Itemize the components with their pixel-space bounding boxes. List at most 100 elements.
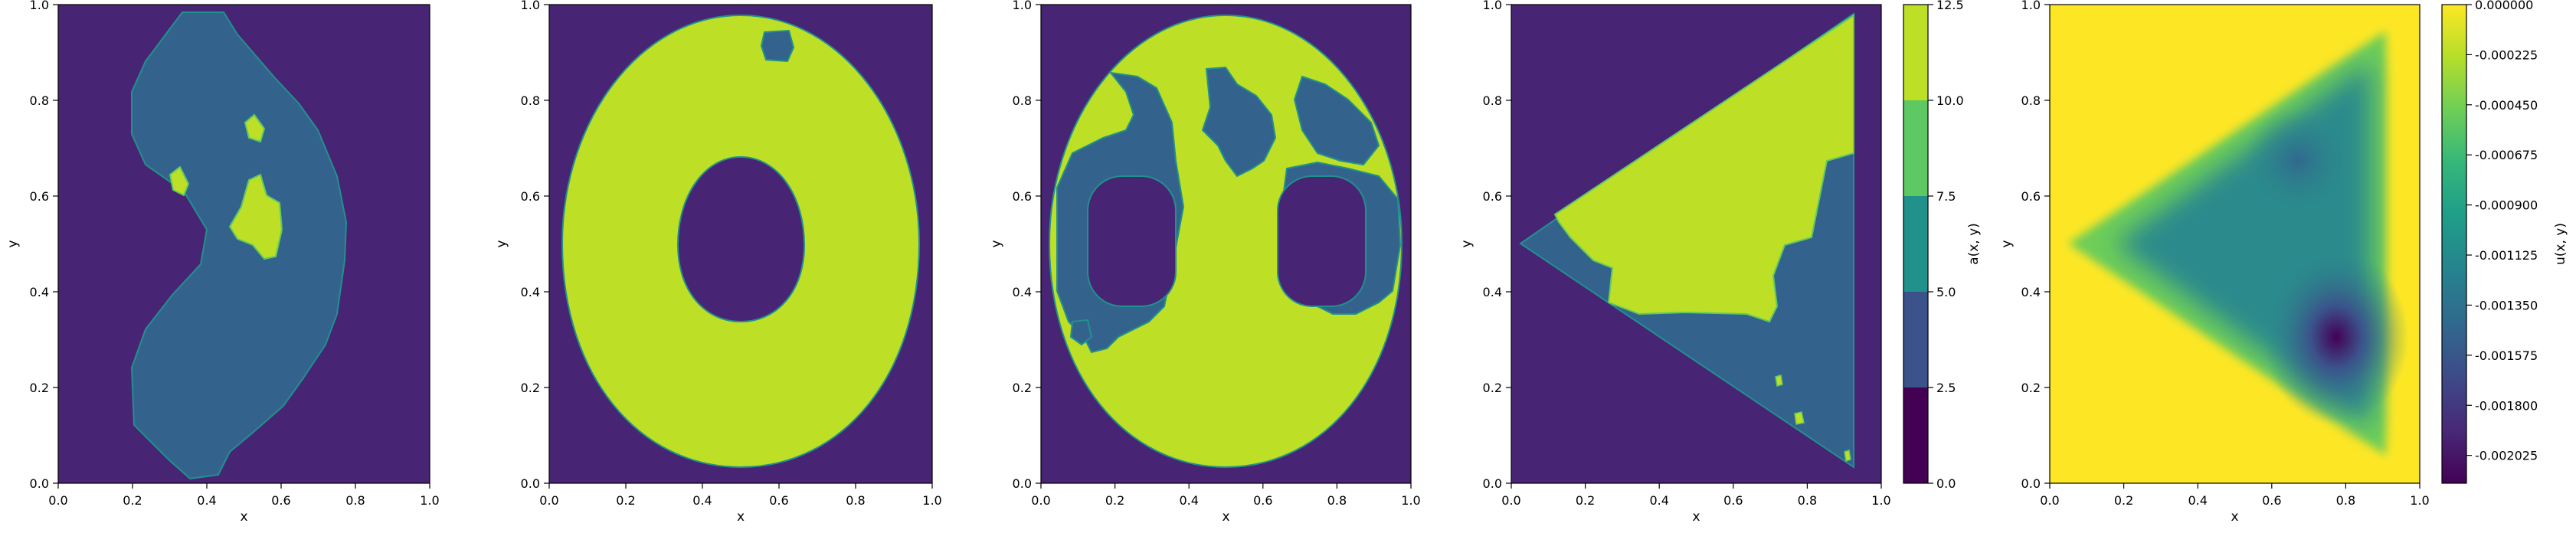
y-tick-label: 0.8 xyxy=(30,93,49,108)
colorbar-u-tick-label: -0.000225 xyxy=(2475,47,2538,62)
crescent-region xyxy=(130,11,348,480)
colorbar-u-tick-label: -0.002025 xyxy=(2475,449,2538,463)
island-3-upper-right xyxy=(1293,75,1380,166)
panel-1: 0.0 0.2 0.4 0.6 0.8 1.0 0.00.20.40.60.81.0 x … xyxy=(5,0,440,525)
y-tick-label: 0.4 xyxy=(1483,285,1502,299)
y-tick-label: 0.2 xyxy=(1483,381,1502,395)
plot-area-5 xyxy=(2050,5,2420,483)
axes-frame-2 xyxy=(548,4,933,484)
y-ticks-3: 0.0 0.2 0.4 0.6 0.8 1.0 xyxy=(1013,0,1041,491)
x-tick-label: 0.6 xyxy=(1253,493,1272,508)
colorbar-a-segment xyxy=(1903,196,1928,292)
y-tick-label: 0.2 xyxy=(1013,381,1032,395)
island-1a xyxy=(244,113,266,143)
solution-secondary xyxy=(2244,107,2352,214)
y-tick-label: 0.0 xyxy=(1013,476,1032,491)
y-tick-label: 0.0 xyxy=(1483,476,1502,491)
y-tick-label: 0.0 xyxy=(30,476,49,491)
panel-4: 0.0 0.2 0.4 0.6 0.8 1.0 0.00.20.40.60.81.0 x … xyxy=(1459,0,1982,525)
colorbar-u-frame xyxy=(2441,4,2467,484)
colorbar-a-tick-label: 7.5 xyxy=(1936,189,1956,204)
x-tick-label: 0.2 xyxy=(1576,493,1595,508)
colorbar-u-tick-label: -0.000900 xyxy=(2475,198,2538,213)
colorbar-u-tick-label: -0.000450 xyxy=(2475,98,2538,113)
y-tick-label: 0.8 xyxy=(2021,93,2041,108)
solution-field xyxy=(2068,31,2409,456)
triangle-island xyxy=(1553,14,1854,323)
axes-frame-4 xyxy=(1511,4,1882,484)
panel-2: 0.0 0.2 0.4 0.6 0.8 1.0 0.00.20.40.60.81.0 x … xyxy=(494,0,942,525)
x-tick-label: 0.8 xyxy=(846,493,865,508)
x-tick-label: 0.2 xyxy=(2114,493,2133,508)
colorbar-a-segment xyxy=(1903,100,1928,196)
y-tick-label: 0.6 xyxy=(2021,189,2041,204)
y-axis-label-3: y xyxy=(989,240,1004,247)
island-3-top xyxy=(1201,66,1277,178)
x-ticks-1: 0.0 0.2 0.4 0.6 0.8 1.0 xyxy=(48,483,440,508)
x-tick-label: 0.6 xyxy=(271,493,290,508)
x-axis-label-2: x xyxy=(737,509,745,525)
colorbar-a-segment xyxy=(1903,292,1928,387)
x-tick-label: 0.4 xyxy=(197,493,216,508)
x-tick-label: 1.0 xyxy=(922,493,941,508)
colorbar-a-frame xyxy=(1903,4,1929,484)
y-tick-label: 0.6 xyxy=(1483,189,1502,204)
y-tick-label: 0.4 xyxy=(30,285,49,299)
colorbar-u-tick-label: -0.001800 xyxy=(2475,398,2538,413)
hole-3-right xyxy=(1277,175,1367,307)
y-axis-label-4: y xyxy=(1459,240,1475,247)
y-tick-label: 0.0 xyxy=(2021,476,2041,491)
colorbar-a-tick-label: 12.5 xyxy=(1936,0,1964,12)
y-ticks-2: 0.0 0.2 0.4 0.6 0.8 1.0 xyxy=(521,0,549,491)
colorbar-u-tick-label: -0.001125 xyxy=(2475,248,2538,263)
y-axis-label-2: y xyxy=(494,240,509,247)
x-ticks-2: 0.0 0.2 0.4 0.6 0.8 1.0 xyxy=(539,483,942,508)
x-tick-label: 0.2 xyxy=(616,493,635,508)
solution-minimum xyxy=(2263,249,2409,425)
x-tick-label: 0.2 xyxy=(123,493,142,508)
colorbar-u-tick-label: 0.000000 xyxy=(2475,0,2533,12)
colorbar-u-tick-label: -0.001350 xyxy=(2475,298,2538,312)
y-tick-label: 0.6 xyxy=(30,189,49,204)
colorbar-a-label: a(x, y) xyxy=(1966,223,1982,265)
y-tick-label: 1.0 xyxy=(521,0,540,12)
colorbar-a-tick-label: 2.5 xyxy=(1936,381,1956,395)
x-tick-label: 0.8 xyxy=(1798,493,1817,508)
x-axis-label-5: x xyxy=(2231,509,2238,525)
x-ticks-5: 0.0 0.2 0.4 0.6 0.8 1.0 xyxy=(2040,483,2430,508)
annulus-region xyxy=(561,14,921,469)
axes-frame-3 xyxy=(1040,4,1412,484)
y-axis-label-1: y xyxy=(5,240,21,247)
y-tick-label: 0.4 xyxy=(1013,285,1032,299)
x-tick-label: 0.4 xyxy=(2188,493,2207,508)
colorbar-u-tick-label: -0.000675 xyxy=(2475,148,2538,162)
x-ticks-3: 0.0 0.2 0.4 0.6 0.8 1.0 xyxy=(1031,483,1421,508)
x-tick-label: 0.0 xyxy=(48,493,67,508)
colorbar-u-gradient xyxy=(2442,5,2466,483)
island-1c xyxy=(228,173,283,260)
colorbar-u-tick-label: -0.001575 xyxy=(2475,348,2538,363)
x-tick-label: 0.8 xyxy=(1327,493,1347,508)
y-tick-label: 0.8 xyxy=(521,93,540,108)
colorbar-a-segments xyxy=(1903,5,1928,483)
plot-area-4 xyxy=(1511,5,1881,483)
x-tick-label: 0.6 xyxy=(1723,493,1743,508)
x-axis-label-3: x xyxy=(1222,509,1229,525)
y-ticks-5: 0.0 0.2 0.4 0.6 0.8 1.0 xyxy=(2021,0,2050,491)
axes-frame-5 xyxy=(2049,4,2421,484)
plot-area-3 xyxy=(1041,5,1411,483)
x-tick-label: 1.0 xyxy=(1401,493,1420,508)
colorbar-a-segment xyxy=(1903,5,1928,100)
x-tick-label: 1.0 xyxy=(1871,493,1890,508)
x-tick-label: 0.6 xyxy=(769,493,788,508)
y-tick-label: 1.0 xyxy=(30,0,49,12)
x-tick-label: 0.0 xyxy=(539,493,558,508)
x-axis-label-4: x xyxy=(1692,509,1700,525)
panel-3: 0.0 0.2 0.4 0.6 0.8 1.0 0.00.20.40.60.81.0 x … xyxy=(989,0,1421,525)
y-tick-label: 0.2 xyxy=(2021,381,2041,395)
x-tick-label: 0.4 xyxy=(1179,493,1198,508)
island-3-small xyxy=(1069,319,1093,346)
y-tick-label: 0.6 xyxy=(521,189,540,204)
panel-5: 0.0 0.2 0.4 0.6 0.8 1.0 0.00.20.40.60.81.0 x … xyxy=(1999,0,2568,525)
colorbar-u-ticks: 0.000000 -0.000225 -0.000450 -0.000675 -0.00… xyxy=(2466,0,2538,463)
